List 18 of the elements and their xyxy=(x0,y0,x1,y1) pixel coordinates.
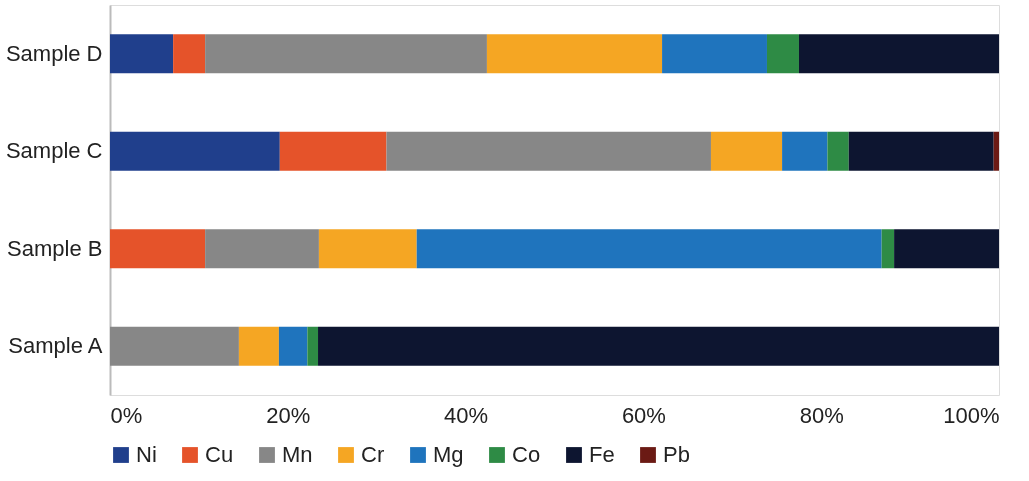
y-tick-label: Sample B xyxy=(7,235,103,261)
y-tick-label: Sample A xyxy=(8,333,103,359)
legend-label: Fe xyxy=(589,442,615,467)
y-tick-label: Sample C xyxy=(5,138,103,164)
x-tick-label: 0% xyxy=(110,402,143,428)
x-tick-label: 60% xyxy=(621,402,666,428)
y-tick-label: Sample D xyxy=(5,40,103,66)
x-tick-label: 100% xyxy=(943,402,1000,428)
legend-label: Mn xyxy=(282,442,313,467)
legend-label: Pb xyxy=(663,442,690,467)
legend-label: Ni xyxy=(136,442,157,467)
legend-label: Mg xyxy=(433,442,464,467)
x-tick-label: 40% xyxy=(444,402,489,428)
legend-label: Co xyxy=(512,442,541,467)
x-tick-label: 80% xyxy=(799,402,844,428)
x-tick-label: 20% xyxy=(266,402,311,428)
legend-label: Cu xyxy=(205,442,234,467)
legend-label: Cr xyxy=(361,442,385,467)
